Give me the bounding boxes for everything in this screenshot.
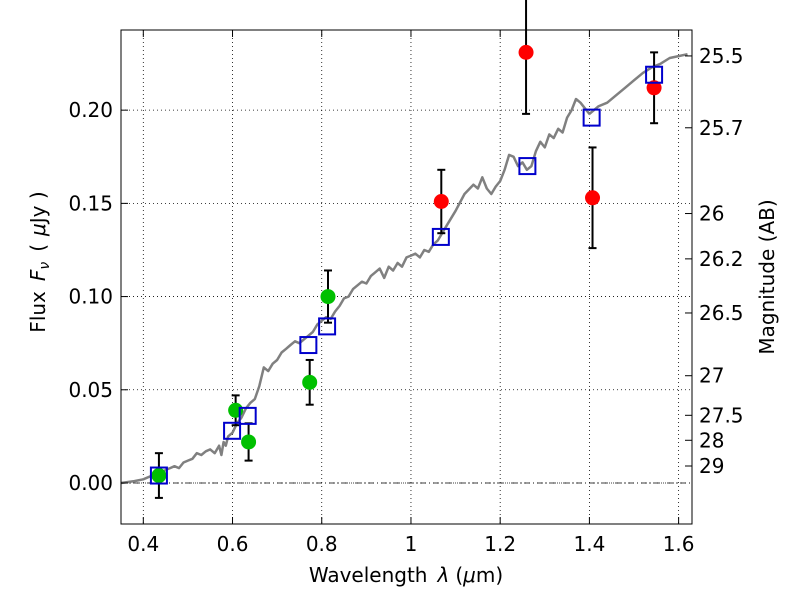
y-tick-label: 0.05: [68, 378, 113, 402]
mag-tick-label: 29: [699, 454, 724, 478]
plot-frame: [120, 29, 693, 525]
x-tick-label: 0.8: [306, 532, 338, 556]
x-axis-title: Wavelength λ (μm): [309, 563, 503, 587]
model-box-point: [238, 406, 257, 425]
model-box-point: [149, 466, 168, 485]
data-point-red: [433, 194, 449, 210]
y-axis-title-right: Magnitude (AB): [755, 199, 779, 354]
model-box-point: [318, 317, 337, 336]
mag-tick-label: 25.7: [699, 116, 744, 140]
model-box-point: [645, 65, 664, 84]
y-tick-label: 0.20: [68, 98, 113, 122]
model-box-point: [582, 108, 601, 127]
data-point-red: [646, 80, 662, 96]
data-point-green: [151, 468, 167, 484]
mag-tick-label: 28: [699, 428, 724, 452]
data-point-red: [585, 190, 601, 206]
x-tick-label: 1.2: [484, 532, 516, 556]
x-tick-label: 1.4: [573, 532, 605, 556]
y-tick-label: 0.10: [68, 285, 113, 309]
data-point-green: [302, 374, 318, 390]
data-point-green: [228, 402, 244, 418]
y-tick-label: 0.15: [68, 191, 113, 215]
mag-tick-label: 26.2: [699, 247, 744, 271]
x-tick-label: 0.4: [127, 532, 159, 556]
y-axis-title-left: FluxFν(μJy ): [26, 191, 53, 332]
model-box-point: [518, 157, 537, 176]
model-boxes: [149, 65, 664, 485]
model-box-point: [223, 421, 242, 440]
x-tick-label: 0.6: [217, 532, 249, 556]
mag-tick-label: 25.5: [699, 44, 744, 68]
model-spectrum-line: [120, 52, 688, 485]
data-point-red: [518, 44, 534, 60]
model-box-point: [431, 227, 450, 246]
mag-tick-label: 26: [699, 202, 724, 226]
x-tick-label: 1: [405, 532, 418, 556]
mag-tick-label: 27.5: [699, 403, 744, 427]
data-point-green: [241, 434, 257, 450]
model-spectrum: [120, 52, 688, 485]
x-tick-label: 1.6: [663, 532, 695, 556]
mag-tick-label: 27: [699, 364, 724, 388]
mag-tick-label: 26.5: [699, 301, 744, 325]
y-tick-label: 0.00: [68, 471, 113, 495]
data-point-green: [320, 289, 336, 305]
model-box-point: [299, 336, 318, 355]
ticks: 0.4 0.6 0.8 1 1.2 1.4 1.6 0.00 0.05 0.10 0.15 0.20 2…: [68, 30, 744, 556]
